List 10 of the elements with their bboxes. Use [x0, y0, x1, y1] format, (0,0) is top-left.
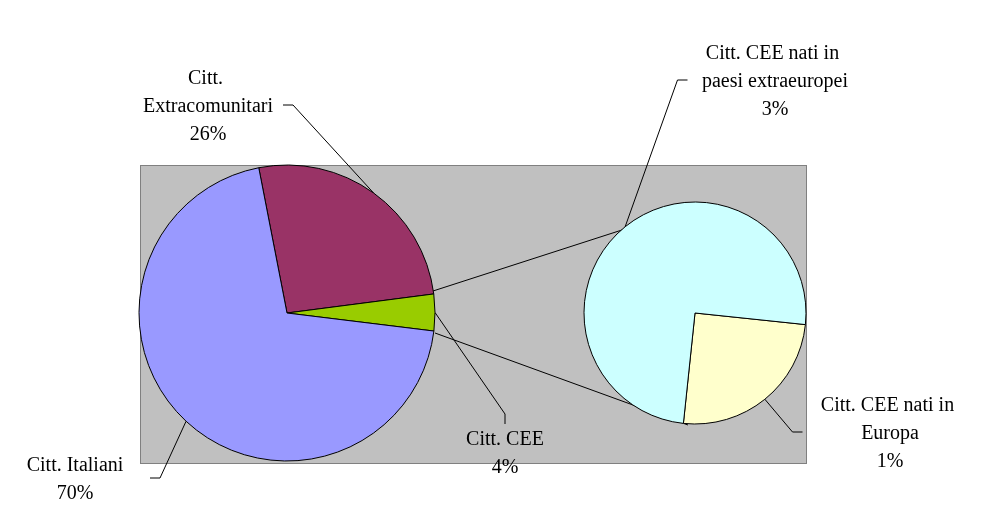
slice-label: Citt. CEE — [466, 427, 544, 449]
slice-label: Citt. CEE nati in Europa — [820, 393, 960, 444]
data-label: 4% — [491, 455, 519, 477]
data-label: 26% — [189, 122, 227, 144]
slice-label: Citt. Italiani — [26, 453, 124, 475]
slice-label: Citt. CEE nati in paesi extraeuropei — [701, 41, 849, 92]
data-label: 1% — [876, 449, 904, 471]
data-label: 70% — [56, 481, 94, 503]
slice-label: Citt. Extracomunitari — [143, 66, 274, 116]
data-label: 3% — [761, 97, 789, 119]
